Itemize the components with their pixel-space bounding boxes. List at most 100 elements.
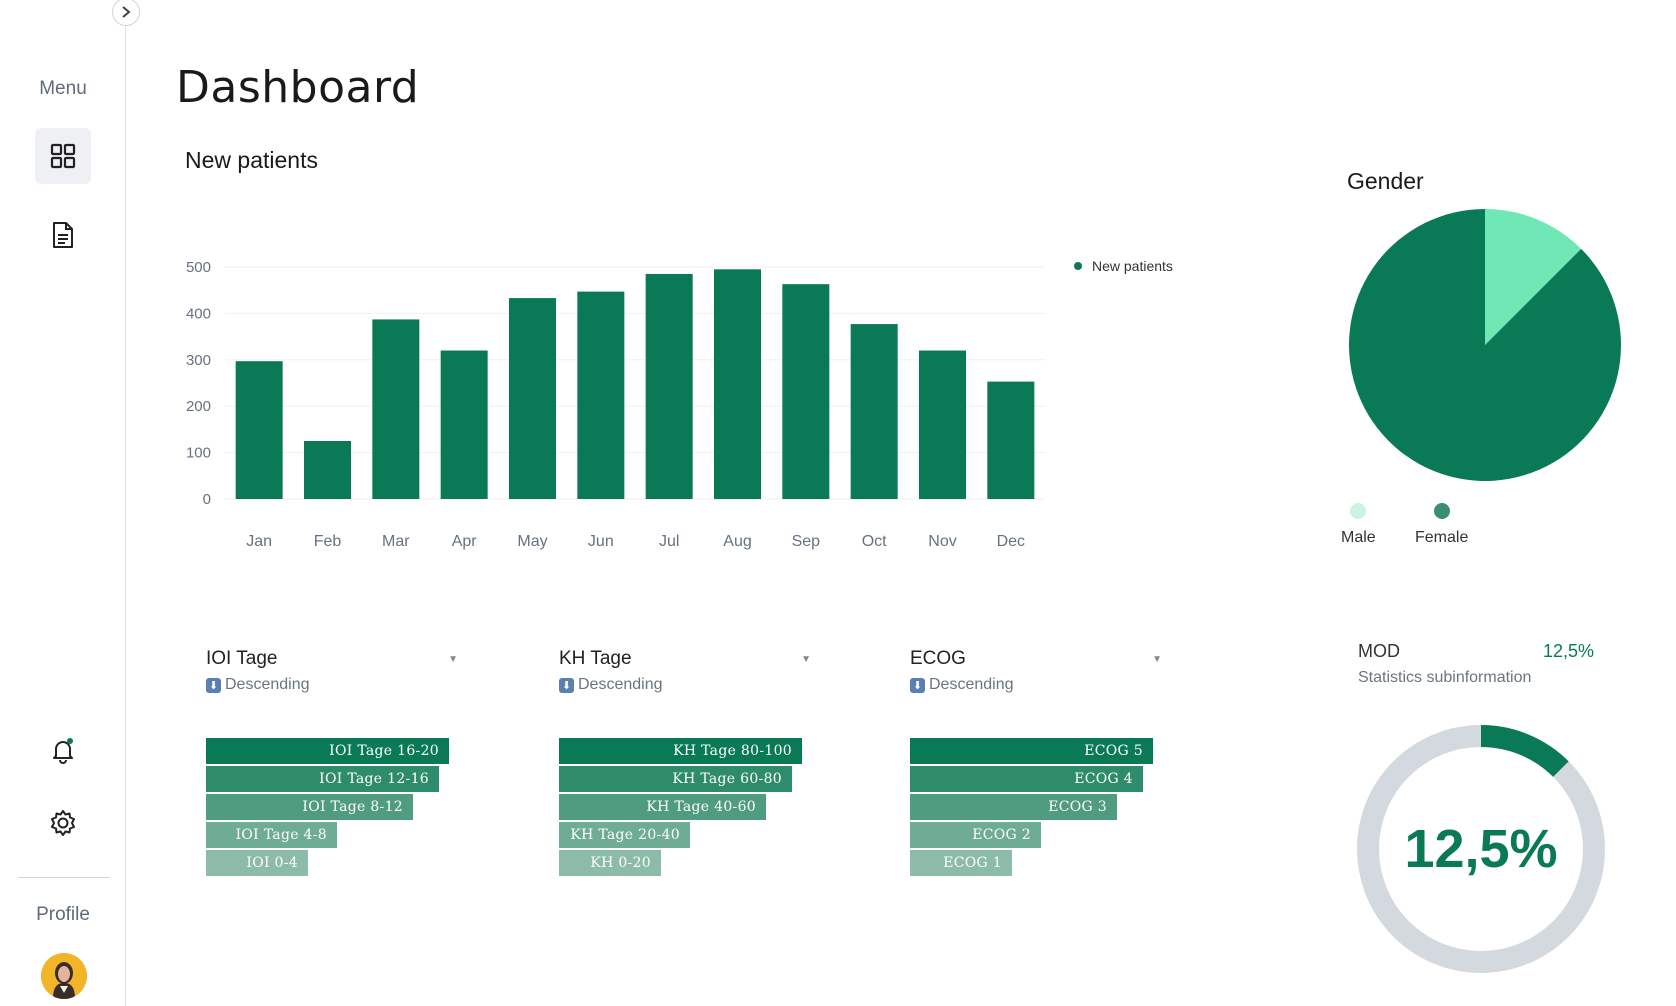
funnel-bar[interactable]: IOI Tage 8-12 xyxy=(206,794,413,820)
filter-ecog: ECOG ▼ ⬇ Descending xyxy=(910,648,1170,694)
funnel-bar[interactable]: IOI Tage 4-8 xyxy=(206,822,337,848)
x-tick-label: Nov xyxy=(928,533,956,550)
notifications-button[interactable] xyxy=(35,722,91,778)
avatar-image xyxy=(41,953,87,999)
filter-dropdown[interactable]: IOI Tage ▼ xyxy=(206,648,466,670)
new-patients-bar-chart: 0 100 200 300 400 500 Jan Feb Mar Apr May Jun Jul Aug… xyxy=(186,259,1045,550)
x-tick-label: Apr xyxy=(452,533,478,550)
funnel-bar[interactable]: KH Tage 40-60 xyxy=(559,794,766,820)
bar[interactable] xyxy=(509,298,556,499)
filter-ioi-tage: IOI Tage ▼ ⬇ Descending xyxy=(206,648,466,694)
filter-kh-tage: KH Tage ▼ ⬇ Descending xyxy=(559,648,819,694)
sort-toggle[interactable]: ⬇ Descending xyxy=(910,676,1170,694)
funnel-bar[interactable]: KH 0-20 xyxy=(559,850,661,876)
new-patients-title: New patients xyxy=(185,147,318,173)
page-title: Dashboard xyxy=(176,62,420,113)
pie-slice-female[interactable] xyxy=(1349,209,1621,482)
sidebar-divider xyxy=(18,877,110,878)
sidebar-item-dashboard[interactable] xyxy=(35,128,91,184)
funnel-bar[interactable]: ECOG 4 xyxy=(910,766,1143,792)
funnel-bar[interactable]: ECOG 3 xyxy=(910,794,1117,820)
y-tick-label: 200 xyxy=(186,398,211,415)
settings-button[interactable] xyxy=(35,795,91,851)
filter-title: IOI Tage xyxy=(206,648,278,669)
gender-title: Gender xyxy=(1347,168,1424,194)
avatar[interactable] xyxy=(41,953,87,999)
y-tick-label: 100 xyxy=(186,445,211,462)
sort-label: Descending xyxy=(578,676,663,693)
arrow-down-icon: ⬇ xyxy=(910,677,925,693)
chart-legend: New patients xyxy=(1074,258,1173,274)
x-tick-label: Sep xyxy=(792,533,821,550)
bar[interactable] xyxy=(577,291,625,499)
document-icon xyxy=(53,222,73,248)
funnel-bar[interactable]: KH Tage 20-40 xyxy=(559,822,690,848)
caret-down-icon: ▼ xyxy=(801,653,811,665)
filter-dropdown[interactable]: KH Tage ▼ xyxy=(559,648,819,670)
funnel-kh-tage: KH Tage 80-100 KH Tage 60-80 KH Tage 40-60… xyxy=(559,738,802,876)
mod-value: 12,5% xyxy=(1543,641,1595,661)
dashboard-grid-icon xyxy=(50,143,76,169)
sort-toggle[interactable]: ⬇ Descending xyxy=(206,676,466,694)
funnel-bar[interactable]: ECOG 5 xyxy=(910,738,1153,764)
gender-pie-chart xyxy=(1349,209,1621,482)
funnel-bar[interactable]: ECOG 1 xyxy=(910,850,1012,876)
bar[interactable] xyxy=(782,284,830,499)
mod-subinfo: Statistics subinformation xyxy=(1358,669,1532,686)
bell-icon xyxy=(53,738,73,764)
x-tick-label: Mar xyxy=(382,533,410,550)
bar[interactable] xyxy=(714,269,761,499)
sort-toggle[interactable]: ⬇ Descending xyxy=(559,676,819,694)
sidebar-item-documents[interactable] xyxy=(35,207,91,263)
bar[interactable] xyxy=(919,350,966,499)
mod-gauge xyxy=(1357,725,1605,973)
x-tick-label: Aug xyxy=(723,533,751,550)
sort-label: Descending xyxy=(929,676,1014,693)
bar[interactable] xyxy=(235,361,283,499)
female-dot xyxy=(1433,503,1450,519)
arrow-down-icon: ⬇ xyxy=(206,677,221,693)
bar[interactable] xyxy=(372,319,420,499)
filter-title: ECOG xyxy=(910,648,966,669)
funnel-bar[interactable]: KH Tage 60-80 xyxy=(559,766,792,792)
chevron-right-icon xyxy=(122,6,131,18)
x-tick-label: Oct xyxy=(862,533,887,550)
x-tick-label: Dec xyxy=(997,533,1025,550)
arrow-down-icon: ⬇ xyxy=(559,677,574,693)
filter-dropdown[interactable]: ECOG ▼ xyxy=(910,648,1170,670)
filter-title: KH Tage xyxy=(559,648,632,669)
bar[interactable] xyxy=(987,381,1035,499)
x-tick-label: Feb xyxy=(314,533,342,550)
bar[interactable] xyxy=(304,441,351,499)
pie-slice-male[interactable] xyxy=(1485,209,1582,345)
legend-female: Female xyxy=(1415,503,1468,547)
gauge-value: 12,5% xyxy=(1404,819,1558,879)
caret-down-icon: ▼ xyxy=(448,653,458,665)
gauge-fill xyxy=(1480,725,1569,778)
legend-male: Male xyxy=(1341,503,1376,547)
funnel-ecog: ECOG 5 ECOG 4 ECOG 3 ECOG 2 ECOG 1 xyxy=(910,738,1153,876)
bar[interactable] xyxy=(645,273,693,499)
y-tick-label: 400 xyxy=(186,305,211,322)
gear-icon xyxy=(51,810,75,836)
x-tick-label: Jun xyxy=(588,533,614,550)
funnel-bar[interactable]: IOI 0-4 xyxy=(206,850,308,876)
funnel-bar[interactable]: ECOG 2 xyxy=(910,822,1041,848)
y-tick-label: 500 xyxy=(186,259,211,276)
bar[interactable] xyxy=(440,350,488,499)
y-tick-label: 300 xyxy=(186,352,211,369)
funnel-bar[interactable]: IOI Tage 12-16 xyxy=(206,766,439,792)
menu-label: Menu xyxy=(39,78,87,99)
y-tick-label: 0 xyxy=(203,491,211,508)
legend-label: New patients xyxy=(1092,258,1173,274)
sidebar-expand-button[interactable] xyxy=(112,0,140,26)
funnel-ioi-tage: IOI Tage 16-20 IOI Tage 12-16 IOI Tage 8-1… xyxy=(206,738,449,876)
profile-label: Profile xyxy=(36,904,90,925)
male-dot xyxy=(1350,503,1367,519)
male-label: Male xyxy=(1341,529,1376,546)
x-tick-label: Jan xyxy=(246,533,272,550)
funnel-bar[interactable]: KH Tage 80-100 xyxy=(559,738,802,764)
funnel-bar[interactable]: IOI Tage 16-20 xyxy=(206,738,449,764)
bar[interactable] xyxy=(850,324,898,499)
